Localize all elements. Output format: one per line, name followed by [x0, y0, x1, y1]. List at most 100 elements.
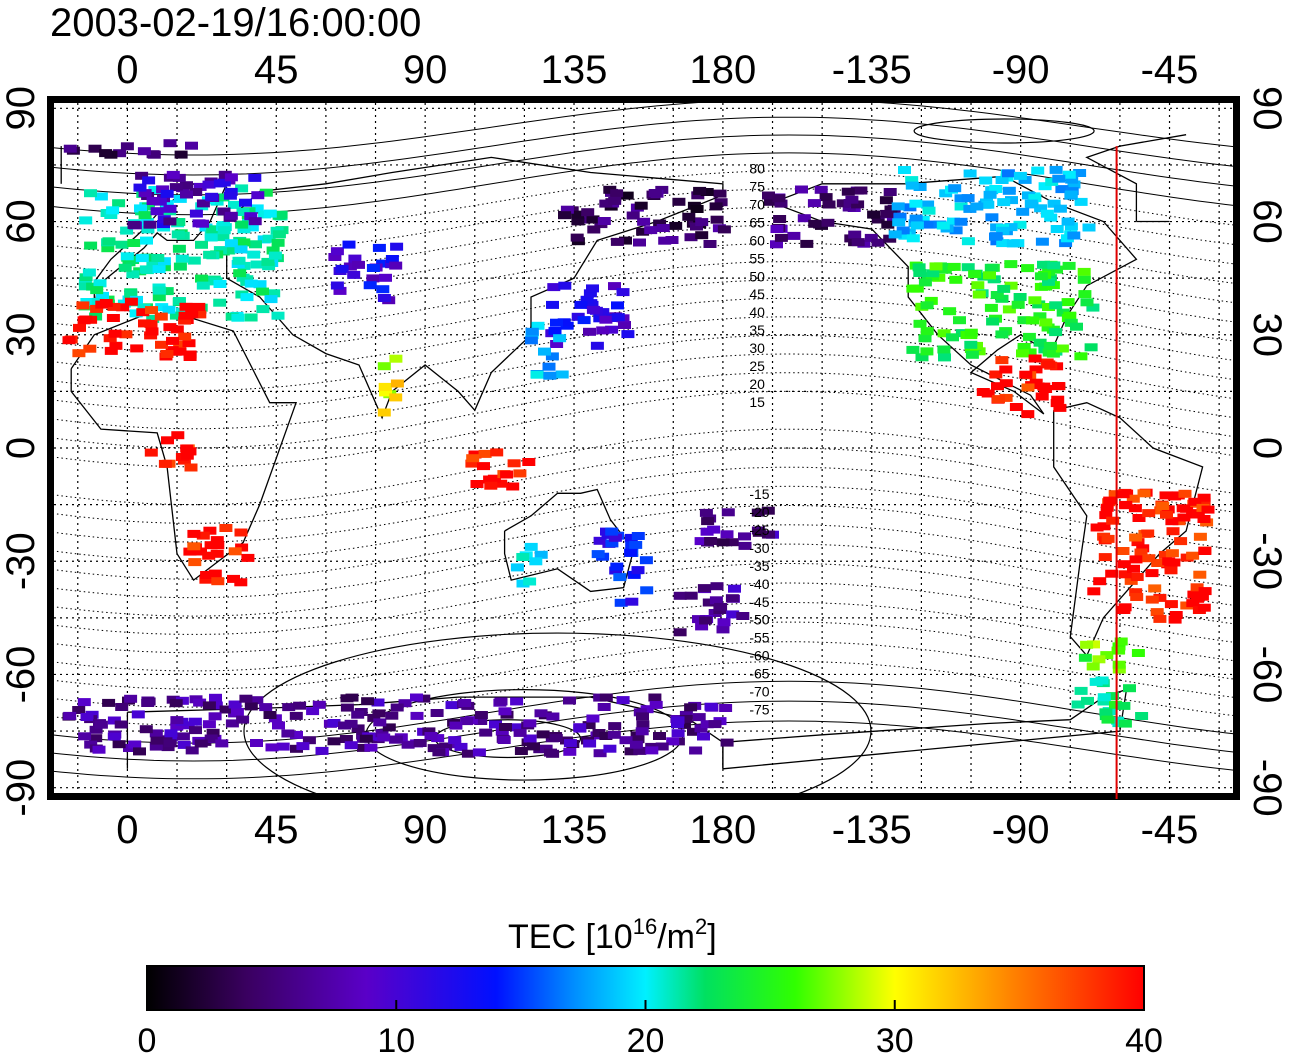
tec-pixel	[842, 203, 856, 212]
tec-pixel	[719, 704, 733, 712]
tec-pixel	[631, 532, 645, 540]
tec-pixel	[251, 191, 265, 200]
tec-pixel	[997, 284, 1011, 293]
tec-pixel	[202, 701, 216, 710]
tec-pixel	[1158, 550, 1172, 559]
tec-pixel	[583, 739, 597, 748]
tec-pixel	[137, 303, 151, 312]
contour-label: 50	[749, 268, 765, 284]
coastline	[1053, 402, 1204, 657]
tec-pixel	[898, 231, 912, 240]
tec-pixel	[1017, 343, 1031, 351]
tec-pixel	[522, 458, 536, 466]
tec-pixel	[624, 533, 638, 542]
tec-pixel	[1136, 544, 1150, 553]
tec-pixel	[378, 382, 392, 391]
tec-pixel	[259, 188, 273, 197]
tec-pixel	[695, 231, 709, 240]
tec-pixel	[390, 242, 404, 251]
tec-pixel	[996, 226, 1010, 235]
contour-label: 65	[749, 214, 765, 230]
tec-pixel	[272, 211, 286, 220]
tec-pixel	[587, 225, 601, 234]
tec-pixel	[1103, 496, 1117, 505]
tec-pixel	[142, 176, 156, 185]
tec-pixel	[1056, 308, 1070, 317]
tec-pixel	[289, 711, 303, 720]
tec-pixel	[342, 240, 356, 249]
tec-pixel	[139, 265, 153, 274]
tec-pixel	[736, 612, 750, 620]
tec-pixel	[524, 336, 538, 345]
tec-pixel	[127, 220, 141, 229]
tec-pixel	[599, 315, 613, 324]
tec-pixel	[180, 190, 193, 199]
tec-pixel	[981, 200, 995, 209]
bottom-axis-bar	[48, 793, 1239, 799]
tec-pixel	[1082, 223, 1096, 232]
tec-pixel	[189, 188, 203, 196]
tec-pixel	[929, 262, 943, 271]
contour-line	[48, 562, 1239, 635]
tec-pixel	[315, 746, 329, 755]
tec-pixel	[139, 725, 153, 734]
tec-pixel	[1142, 509, 1156, 518]
tec-pixel	[1046, 349, 1060, 358]
tec-pixel	[1148, 584, 1162, 593]
tec-pixel	[542, 362, 556, 371]
tec-pixel	[479, 728, 493, 737]
tec-pixel	[1117, 560, 1131, 569]
tec-pixel	[590, 341, 604, 350]
tec-pixel	[1070, 322, 1083, 331]
tec-pixel	[385, 711, 399, 720]
tec-pixel	[851, 200, 865, 209]
tec-pixel	[210, 536, 224, 545]
tec-pixel	[701, 517, 715, 526]
contour-line	[48, 621, 1239, 690]
tec-pixel	[1071, 700, 1085, 709]
tec-pixel	[516, 579, 530, 588]
tec-pixel	[160, 189, 174, 198]
tec-pixel	[176, 732, 190, 741]
tec-pixel	[989, 185, 1003, 193]
tec-pixel	[146, 314, 160, 323]
tec-pixel	[1087, 587, 1101, 596]
tec-pixel	[206, 225, 220, 234]
tec-pixel	[112, 199, 126, 208]
colorbar-tick-label: 30	[876, 1022, 914, 1057]
tec-pixel	[248, 173, 262, 182]
tec-pixel	[84, 189, 97, 198]
tec-pixel	[918, 278, 932, 287]
tec-pixel	[1080, 298, 1094, 307]
contour-line	[48, 428, 1239, 506]
contour-label: 45	[749, 286, 765, 302]
tec-pixel	[1105, 692, 1119, 701]
tec-pixel	[544, 748, 557, 757]
contour-label: 25	[749, 358, 765, 374]
tec-pixel	[184, 463, 198, 472]
tec-pixel	[236, 715, 250, 724]
tec-pixel	[610, 562, 624, 571]
tec-pixel	[224, 239, 238, 248]
tec-pixel	[179, 302, 193, 311]
tec-pixel	[905, 176, 919, 185]
contour-label: -20	[749, 504, 769, 520]
tec-pixel	[523, 577, 537, 586]
tec-pixel	[1193, 570, 1207, 579]
tec-pixel	[619, 736, 633, 745]
tec-pixel	[700, 720, 714, 729]
tec-pixel	[593, 749, 607, 758]
tec-pixel	[245, 223, 259, 232]
tec-pixel	[173, 194, 187, 203]
tec-pixel	[109, 341, 123, 350]
tec-pixel	[550, 318, 563, 327]
tec-pixel	[244, 212, 258, 221]
tec-pixel	[164, 729, 178, 738]
tec-pixel	[146, 258, 160, 267]
tec-pixel	[230, 707, 244, 716]
tec-pixel	[196, 199, 210, 208]
tec-pixel	[523, 734, 537, 743]
tec-pixel	[143, 220, 157, 229]
tec-pixel	[460, 717, 474, 726]
tec-pixel	[163, 204, 177, 213]
